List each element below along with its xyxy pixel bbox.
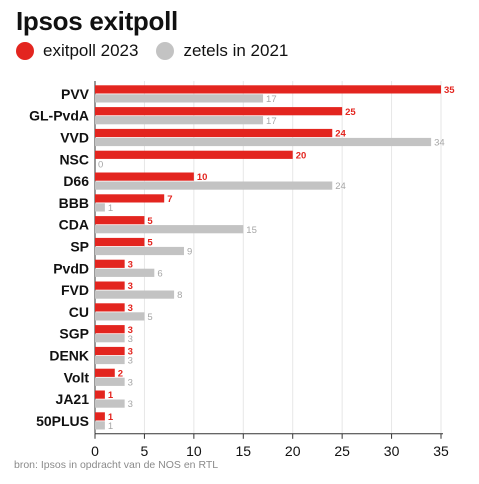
bar-zetels-2021: [95, 94, 264, 103]
data-label-zetels-2021: 15: [246, 225, 257, 236]
category-label: Volt: [64, 369, 90, 385]
category-label: CDA: [59, 217, 89, 233]
category-label: PVV: [61, 86, 90, 102]
category-label: GL-PvdA: [29, 108, 89, 124]
bar-exitpoll-2023: [95, 216, 145, 225]
legend: exitpoll 2023 zetels in 2021: [16, 41, 306, 61]
data-label-exitpoll-2023: 1: [108, 412, 114, 423]
bar-exitpoll-2023: [95, 150, 293, 159]
bar-exitpoll-2023: [95, 346, 125, 356]
data-label-exitpoll-2023: 3: [128, 259, 133, 270]
data-label-zetels-2021: 3: [128, 399, 133, 410]
bar-zetels-2021: [95, 225, 244, 234]
bar-exitpoll-2023: [95, 107, 343, 116]
bar-exitpoll-2023: [95, 194, 165, 203]
bar-zetels-2021: [95, 290, 175, 299]
data-label-zetels-2021: 5: [147, 312, 152, 323]
x-tick-label: 20: [285, 443, 301, 459]
data-label-exitpoll-2023: 20: [296, 150, 307, 161]
category-label: CU: [69, 304, 89, 320]
bar-zetels-2021: [95, 421, 105, 430]
data-label-exitpoll-2023: 10: [197, 172, 208, 183]
bar-zetels-2021: [95, 116, 264, 125]
bar-zetels-2021: [95, 355, 125, 365]
bar-exitpoll-2023: [95, 237, 145, 247]
data-label-exitpoll-2023: 3: [128, 281, 133, 292]
data-label-exitpoll-2023: 1: [108, 390, 114, 401]
bar-zetels-2021: [95, 137, 432, 147]
category-label: 50PLUS: [36, 413, 89, 429]
data-label-zetels-2021: 24: [335, 181, 346, 192]
bar-zetels-2021: [95, 377, 125, 386]
data-label-exitpoll-2023: 5: [147, 216, 153, 227]
legend-swatch-exitpoll: [16, 42, 34, 60]
data-label-exitpoll-2023: 3: [128, 325, 133, 336]
data-label-zetels-2021: 3: [128, 356, 133, 367]
category-label: PvdD: [53, 260, 89, 276]
category-label: D66: [63, 173, 89, 189]
legend-swatch-zetels: [156, 42, 175, 60]
category-label: DENK: [49, 348, 89, 364]
data-label-exitpoll-2023: 5: [147, 238, 153, 249]
source-note: bron: Ipsos in opdracht van de NOS en RT…: [14, 459, 219, 471]
data-label-zetels-2021: 8: [177, 290, 182, 301]
x-tick-label: 10: [186, 443, 202, 459]
legend-item-zetels: zetels in 2021: [156, 41, 288, 61]
data-label-zetels-2021: 3: [128, 334, 133, 345]
bar-exitpoll-2023: [95, 172, 194, 181]
x-tick-label: 15: [235, 443, 251, 459]
bar-exitpoll-2023: [95, 368, 115, 377]
legend-label-exitpoll: exitpoll 2023: [43, 41, 139, 60]
chart-title: Ipsos exitpoll: [16, 6, 178, 36]
x-tick-label: 5: [141, 443, 149, 459]
bar-exitpoll-2023: [95, 281, 125, 290]
category-label: NSC: [59, 151, 89, 167]
data-label-zetels-2021: 17: [266, 94, 277, 105]
data-label-exitpoll-2023: 2: [118, 368, 123, 379]
bar-zetels-2021: [95, 181, 333, 190]
bar-zetels-2021: [95, 334, 125, 343]
data-label-zetels-2021: 3: [128, 377, 133, 388]
data-label-zetels-2021: 17: [266, 116, 277, 127]
x-tick-label: 0: [91, 443, 99, 459]
data-label-zetels-2021: 0: [98, 159, 103, 170]
x-tick-label: 35: [433, 443, 449, 459]
x-tick-label: 25: [334, 443, 350, 459]
bar-exitpoll-2023: [95, 85, 441, 94]
data-label-zetels-2021: 9: [187, 247, 192, 258]
bar-exitpoll-2023: [95, 303, 125, 312]
category-label: SGP: [59, 326, 89, 342]
bar-exitpoll-2023: [95, 325, 125, 334]
data-label-exitpoll-2023: 35: [444, 85, 455, 96]
bar-exitpoll-2023: [95, 412, 105, 421]
category-label: FVD: [61, 282, 89, 298]
data-label-exitpoll-2023: 3: [128, 347, 133, 358]
bar-zetels-2021: [95, 203, 105, 212]
data-label-exitpoll-2023: 3: [128, 303, 133, 314]
data-label-exitpoll-2023: 24: [335, 129, 346, 140]
category-label: VVD: [60, 130, 89, 146]
bar-exitpoll-2023: [95, 128, 333, 138]
data-label-zetels-2021: 1: [108, 203, 113, 214]
legend-label-zetels: zetels in 2021: [183, 41, 289, 60]
category-label: BBB: [59, 195, 89, 211]
data-label-zetels-2021: 34: [434, 138, 445, 149]
category-label: SP: [70, 239, 89, 255]
data-label-zetels-2021: 6: [157, 268, 162, 279]
bar-exitpoll-2023: [95, 390, 105, 399]
x-tick-label: 30: [384, 443, 400, 459]
data-label-zetels-2021: 1: [108, 421, 113, 432]
legend-item-exitpoll: exitpoll 2023: [16, 41, 138, 61]
bar-zetels-2021: [95, 268, 155, 277]
category-label: JA21: [56, 391, 90, 407]
bar-zetels-2021: [95, 399, 125, 408]
bar-exitpoll-2023: [95, 259, 125, 268]
bar-zetels-2021: [95, 312, 145, 321]
data-label-exitpoll-2023: 25: [345, 107, 356, 118]
data-label-exitpoll-2023: 7: [167, 194, 172, 205]
bar-zetels-2021: [95, 246, 184, 256]
